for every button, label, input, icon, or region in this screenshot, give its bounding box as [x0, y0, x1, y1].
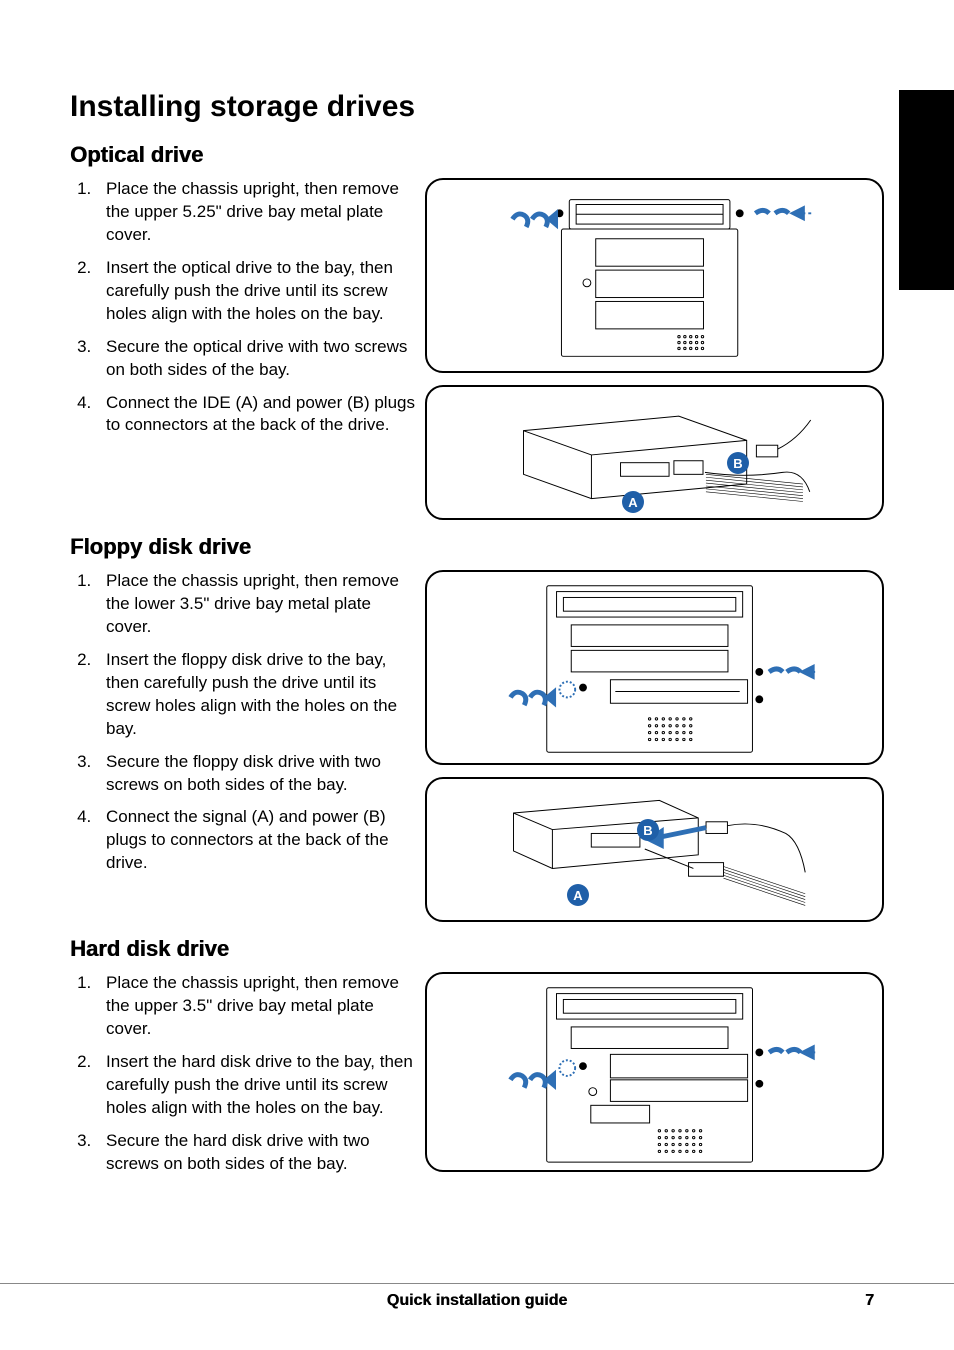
page-number: 7 [865, 1292, 874, 1310]
fig-col-hdd [415, 972, 884, 1172]
step: Insert the hard disk drive to the bay, t… [96, 1051, 415, 1120]
page-footer: Quick installation guide 7 [0, 1283, 954, 1310]
side-tab-black [899, 90, 954, 290]
badge-label: A [628, 495, 637, 510]
steps-hdd: Place the chassis upright, then remove t… [70, 972, 415, 1176]
step: Insert the floppy disk drive to the bay,… [96, 649, 415, 741]
page-title: Installing storage drives [70, 90, 884, 124]
badge-label: B [733, 456, 742, 471]
fig-col-optical: A B [415, 178, 884, 520]
fig-floppy-cables: A B [425, 777, 884, 922]
row-hdd: Place the chassis upright, then remove t… [70, 972, 884, 1186]
step: Connect the signal (A) and power (B) plu… [96, 806, 415, 875]
steps-floppy: Place the chassis upright, then remove t… [70, 570, 415, 875]
text-col-hdd: Place the chassis upright, then remove t… [70, 972, 415, 1186]
footer-title: Quick installation guide [387, 1292, 567, 1310]
text-col-floppy: Place the chassis upright, then remove t… [70, 570, 415, 885]
badge-b: B [727, 452, 749, 474]
badge-a: A [622, 491, 644, 513]
fig-floppy-install [425, 570, 884, 765]
section-heading-optical: Optical drive [70, 142, 884, 168]
badge-label: A [573, 888, 582, 903]
step: Insert the optical drive to the bay, the… [96, 257, 415, 326]
row-optical: Place the chassis upright, then remove t… [70, 178, 884, 520]
badge-label: B [643, 823, 652, 838]
text-col-optical: Place the chassis upright, then remove t… [70, 178, 415, 447]
fig-optical-cables: A B [425, 385, 884, 520]
section-heading-floppy: Floppy disk drive [70, 534, 884, 560]
badge-b: B [637, 819, 659, 841]
badge-a: A [567, 884, 589, 906]
step: Place the chassis upright, then remove t… [96, 178, 415, 247]
step: Place the chassis upright, then remove t… [96, 972, 415, 1041]
fig-hdd-install [425, 972, 884, 1172]
step: Secure the floppy disk drive with two sc… [96, 751, 415, 797]
fig-optical-install [425, 178, 884, 373]
row-floppy: Place the chassis upright, then remove t… [70, 570, 884, 922]
step: Place the chassis upright, then remove t… [96, 570, 415, 639]
page: Installing storage drives Optical drive … [0, 0, 954, 1350]
section-heading-hdd: Hard disk drive [70, 936, 884, 962]
step: Secure the optical drive with two screws… [96, 336, 415, 382]
step: Secure the hard disk drive with two scre… [96, 1130, 415, 1176]
steps-optical: Place the chassis upright, then remove t… [70, 178, 415, 437]
fig-col-floppy: A B [415, 570, 884, 922]
step: Connect the IDE (A) and power (B) plugs … [96, 392, 415, 438]
